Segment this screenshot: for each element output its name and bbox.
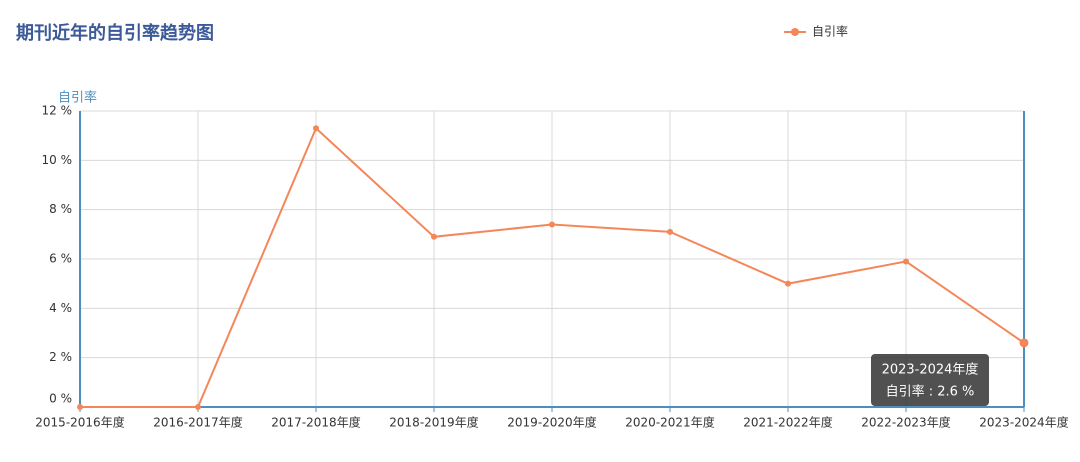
legend: 自引率 — [784, 24, 848, 39]
y-tick-label: 0 % — [49, 392, 72, 406]
tooltip-title: 2023-2024年度 — [882, 362, 979, 378]
data-point — [903, 258, 909, 265]
legend-label: 自引率 — [812, 24, 848, 39]
y-tick-label: 6 % — [49, 252, 72, 266]
y-tick-label: 12 % — [42, 104, 73, 118]
legend-marker — [791, 28, 799, 36]
data-point — [667, 228, 673, 235]
x-tick-label: 2015-2016年度 — [35, 415, 124, 430]
data-point — [77, 404, 83, 410]
x-tick-label: 2016-2017年度 — [153, 415, 242, 430]
tooltip-box — [871, 354, 989, 406]
x-tick-label: 2018-2019年度 — [389, 415, 478, 430]
x-tick-label: 2017-2018年度 — [271, 415, 360, 430]
x-tick-label: 2023-2024年度 — [979, 415, 1068, 430]
data-point — [431, 233, 437, 240]
data-point — [785, 280, 791, 287]
x-tick-label: 2019-2020年度 — [507, 415, 596, 430]
data-point — [1019, 338, 1029, 348]
y-tick-label: 8 % — [49, 202, 72, 216]
data-point — [313, 125, 319, 132]
y-tick-label: 4 % — [49, 301, 72, 315]
chart-title: 期刊近年的自引率趋势图 — [16, 22, 214, 44]
y-tick-label: 2 % — [49, 350, 72, 364]
x-tick-label: 2021-2022年度 — [743, 415, 832, 430]
data-point — [549, 221, 555, 228]
x-tick-label: 2022-2023年度 — [861, 415, 950, 430]
tooltip-text: 自引率 : 2.6 % — [886, 384, 975, 400]
data-point — [195, 404, 201, 410]
x-tick-label: 2020-2021年度 — [625, 415, 714, 430]
y-axis-label: 自引率 — [58, 90, 97, 106]
y-tick-label: 10 % — [42, 153, 73, 167]
